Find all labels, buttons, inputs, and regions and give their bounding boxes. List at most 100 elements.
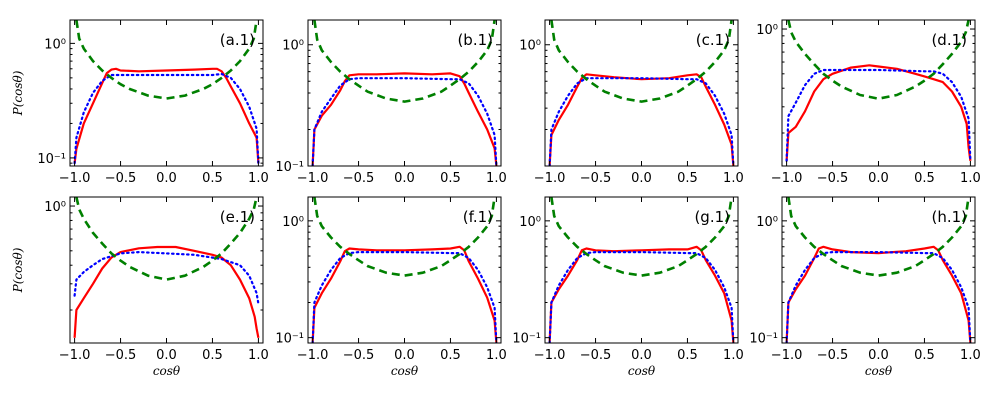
y-tick-label: 10⁰ bbox=[519, 39, 541, 54]
series-dashed-line bbox=[787, 197, 970, 277]
x-tick-label: −1.0 bbox=[297, 348, 329, 363]
plot-area bbox=[73, 20, 260, 165]
panel-label: (g.1) bbox=[694, 208, 730, 226]
x-tick-label: −0.5 bbox=[343, 171, 375, 186]
y-tick-label: 10⁻¹ bbox=[275, 332, 304, 347]
series-dashed-line bbox=[313, 20, 496, 103]
x-tick-label: 1.0 bbox=[248, 171, 269, 186]
plot-area bbox=[311, 197, 498, 343]
y-tick-label: 10⁰ bbox=[282, 39, 304, 54]
series-solid-line bbox=[548, 245, 735, 343]
y-tick-label: 10⁻¹ bbox=[275, 160, 304, 175]
x-tick-label: 0.0 bbox=[156, 348, 177, 363]
y-tick-label: 10⁻¹ bbox=[749, 332, 778, 347]
x-tick-label: 1.0 bbox=[960, 171, 981, 186]
plot-area bbox=[548, 20, 735, 166]
x-tick-label: 0.0 bbox=[868, 171, 889, 186]
y-axis-label: P(cosθ) bbox=[11, 70, 25, 116]
x-tick-label: 0.5 bbox=[677, 171, 698, 186]
y-tick-label: 10⁰ bbox=[756, 23, 778, 38]
x-tick-label: −0.5 bbox=[105, 171, 137, 186]
panel-g1: −1.0 −0.5 0.0 0.5 1.0 10⁻¹ 10⁰ (g.1) cosθ bbox=[512, 196, 744, 378]
plot-area bbox=[785, 197, 972, 343]
panel-label: (d.1) bbox=[931, 31, 967, 49]
x-tick-label: −1.0 bbox=[534, 348, 566, 363]
panel-d1: −1.0 −0.5 0.0 0.5 1.0 10⁰ (d.1) bbox=[756, 19, 981, 186]
panel-e1: −1.0 −0.5 0.0 0.5 1.0 10⁰ (e.1) P(cosθ) cosθ bbox=[11, 196, 269, 378]
y-axis-label: P(cosθ) bbox=[11, 247, 25, 293]
series-dotted-line bbox=[548, 77, 735, 166]
series-dotted-line bbox=[311, 77, 498, 166]
plot-area bbox=[73, 197, 260, 339]
y-tick-label: 10⁻¹ bbox=[37, 152, 66, 167]
y-tick-label: 10⁰ bbox=[44, 200, 66, 215]
x-tick-label: 0.0 bbox=[868, 348, 889, 363]
x-tick-label: 0.0 bbox=[631, 171, 652, 186]
series-dashed-line bbox=[550, 20, 733, 103]
x-tick-label: 1.0 bbox=[723, 348, 744, 363]
panel-h1: −1.0 −0.5 0.0 0.5 1.0 10⁻¹ 10⁰ (h.1) cosθ bbox=[749, 196, 981, 378]
plot-area bbox=[548, 197, 735, 343]
x-tick-label: 1.0 bbox=[248, 348, 269, 363]
x-tick-label: 0.5 bbox=[202, 171, 223, 186]
x-tick-label: 1.0 bbox=[486, 348, 507, 363]
x-tick-label: −0.5 bbox=[580, 171, 612, 186]
x-axis-label: cosθ bbox=[391, 364, 419, 378]
x-axis-label: cosθ bbox=[628, 364, 656, 378]
panel-label: (a.1) bbox=[220, 31, 255, 49]
plot-area bbox=[311, 20, 498, 166]
series-solid-line bbox=[311, 72, 498, 166]
panel-b1: −1.0 −0.5 0.0 0.5 1.0 10⁻¹ 10⁰ (b.1) bbox=[275, 19, 507, 186]
series-dashed-line bbox=[75, 197, 258, 281]
x-tick-label: 0.0 bbox=[394, 171, 415, 186]
x-tick-label: 1.0 bbox=[960, 348, 981, 363]
y-tick-label: 10⁰ bbox=[519, 215, 541, 230]
x-axis-label: cosθ bbox=[865, 364, 893, 378]
x-axis-label: cosθ bbox=[153, 364, 181, 378]
series-solid-line bbox=[73, 67, 260, 164]
x-tick-label: −1.0 bbox=[771, 171, 803, 186]
panel-f1: −1.0 −0.5 0.0 0.5 1.0 10⁻¹ 10⁰ (f.1) cosθ bbox=[275, 196, 507, 378]
x-tick-label: −0.5 bbox=[105, 348, 137, 363]
x-tick-label: −1.0 bbox=[59, 171, 91, 186]
series-dotted-line bbox=[785, 68, 972, 162]
series-dotted-line bbox=[785, 251, 972, 343]
x-tick-label: 0.5 bbox=[914, 348, 935, 363]
panel-label: (f.1) bbox=[463, 208, 493, 226]
series-dotted-line bbox=[73, 72, 260, 165]
x-tick-label: −1.0 bbox=[771, 348, 803, 363]
x-tick-label: −1.0 bbox=[534, 171, 566, 186]
series-dashed-line bbox=[787, 20, 970, 100]
x-tick-label: −0.5 bbox=[817, 171, 849, 186]
x-tick-label: 1.0 bbox=[723, 171, 744, 186]
x-tick-label: 1.0 bbox=[486, 171, 507, 186]
series-dotted-line bbox=[548, 251, 735, 343]
x-tick-label: −1.0 bbox=[297, 171, 329, 186]
x-tick-label: 0.5 bbox=[440, 171, 461, 186]
x-tick-label: −0.5 bbox=[343, 348, 375, 363]
series-solid-line bbox=[548, 73, 735, 166]
series-solid-line bbox=[311, 245, 498, 343]
y-tick-label: 10⁻¹ bbox=[512, 332, 541, 347]
panel-label: (c.1) bbox=[696, 31, 730, 49]
x-tick-label: 0.5 bbox=[440, 348, 461, 363]
x-tick-label: −0.5 bbox=[580, 348, 612, 363]
y-tick-label: 10⁰ bbox=[282, 215, 304, 230]
panel-label: (e.1) bbox=[220, 208, 255, 226]
panel-a1: −1.0 −0.5 0.0 0.5 1.0 10⁻¹ 10⁰ (a.1) P(cosθ) bbox=[11, 19, 269, 186]
panel-label: (b.1) bbox=[457, 31, 493, 49]
y-tick-label: 10⁰ bbox=[756, 215, 778, 230]
panel-c1: −1.0 −0.5 0.0 0.5 1.0 10⁰ (c.1) bbox=[519, 19, 744, 186]
x-tick-label: 0.0 bbox=[631, 348, 652, 363]
y-tick-label: 10⁰ bbox=[44, 37, 66, 52]
series-dashed-line bbox=[550, 197, 733, 277]
x-tick-label: 0.5 bbox=[202, 348, 223, 363]
plot-area bbox=[785, 20, 972, 162]
panel-label: (h.1) bbox=[931, 208, 967, 226]
series-solid-line bbox=[785, 64, 972, 161]
series-dashed-line bbox=[75, 20, 258, 100]
x-tick-label: −0.5 bbox=[817, 348, 849, 363]
series-dotted-line bbox=[311, 251, 498, 343]
x-tick-label: 0.0 bbox=[394, 348, 415, 363]
